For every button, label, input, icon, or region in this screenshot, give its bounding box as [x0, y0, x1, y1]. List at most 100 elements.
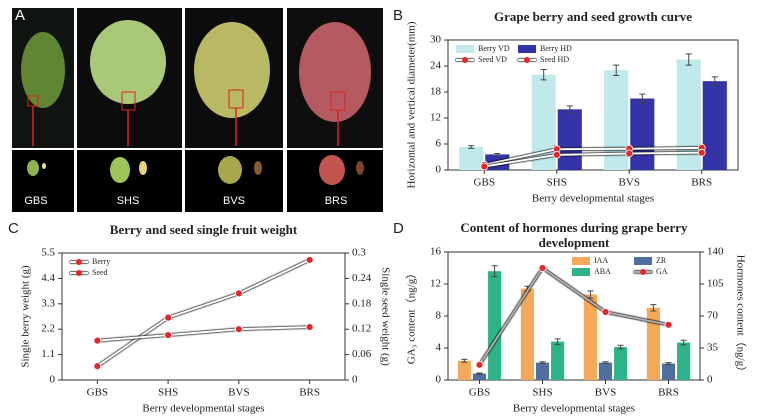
y-tick-label: 12 [430, 278, 441, 290]
line [484, 151, 702, 168]
error-bar [680, 339, 687, 346]
y-tick-label: 5.5 [41, 247, 55, 259]
point [664, 320, 673, 329]
y2-tick-label: 0.12 [352, 323, 371, 335]
point [164, 313, 173, 322]
stage-label: GBS [24, 195, 47, 207]
x-tick-label: BVS [619, 177, 640, 189]
chart-title: Berry and seed single fruit weight [110, 222, 298, 237]
x-tick-label: GBS [474, 177, 495, 189]
point [552, 150, 561, 159]
y-tick-label: 1.1 [41, 348, 55, 360]
grape-cluster [194, 22, 270, 118]
error-bar [491, 265, 498, 278]
legend-marker [640, 269, 646, 275]
error-bar [685, 53, 692, 66]
error-bar [461, 358, 468, 363]
y-tick-label: 0 [436, 164, 442, 176]
chart-title: Content of hormones during grape berry [460, 220, 688, 235]
stage-label: SHS [117, 195, 140, 207]
point [93, 362, 102, 371]
legend-label: GA [656, 267, 668, 276]
x-tick-label: BVS [228, 387, 249, 399]
bar [459, 147, 484, 170]
photo-panel: A GBS SHS BVS BRS [12, 7, 383, 212]
point [625, 149, 634, 158]
bar [677, 342, 691, 380]
photo-tile [77, 150, 182, 212]
photo-tile [12, 150, 74, 212]
bar [472, 373, 487, 380]
bar [535, 362, 550, 380]
grape-cluster [21, 32, 65, 108]
x-tick-label: SHS [547, 177, 567, 189]
panel-label: A [15, 7, 25, 24]
stage-label: BVS [223, 195, 245, 207]
bar [661, 363, 676, 380]
y-tick-label: 16 [430, 246, 442, 258]
y2-tick-label: 140 [707, 246, 724, 258]
seed [139, 161, 147, 175]
seed [356, 161, 364, 175]
error-bar [476, 372, 483, 375]
point [234, 289, 243, 298]
y2-tick-label: 0 [707, 374, 713, 386]
grape-cluster [90, 20, 166, 104]
y2-tick-label: 0.18 [352, 297, 372, 309]
x-tick-label: GBS [469, 387, 490, 399]
point [305, 256, 314, 264]
y2-tick-label: 0.06 [352, 348, 372, 360]
bar [676, 59, 701, 170]
y-tick-label: 0 [50, 374, 56, 386]
y-axis-label: Horizontal and vertical diameter(mm) [406, 21, 418, 188]
point [93, 336, 102, 345]
grape-cluster [299, 22, 371, 122]
line [484, 146, 702, 166]
y-tick-label: 3.3 [41, 297, 55, 309]
bar [630, 98, 655, 170]
point [305, 323, 314, 331]
berry [27, 160, 39, 176]
legend-label: Seed VD [478, 55, 507, 64]
legend-swatch [572, 257, 590, 265]
line [96, 259, 311, 367]
point [475, 360, 484, 369]
x-tick-label: BVS [595, 387, 616, 399]
y2-tick-label: 105 [707, 278, 724, 290]
x-tick-label: BRS [691, 177, 712, 189]
point [480, 162, 489, 171]
y-tick-label: 2.2 [41, 323, 55, 335]
plot-frame [61, 252, 346, 381]
chart-title: Grape berry and seed growth curve [494, 9, 692, 24]
point [601, 308, 610, 316]
seed [254, 161, 262, 175]
legend-label: Seed HD [540, 55, 569, 64]
y-tick-label: 12 [430, 112, 441, 124]
seed [42, 163, 46, 169]
error-bar [494, 153, 501, 156]
bar [457, 360, 471, 380]
y-axis-label: Single berry weight (g) [20, 265, 32, 368]
bar [557, 109, 582, 170]
x-tick-label: SHS [158, 387, 178, 399]
y-tick-label: 30 [430, 34, 442, 46]
legend-swatch [634, 257, 652, 265]
x-tick-label: GBS [87, 387, 108, 399]
y-tick-label: 0 [436, 374, 442, 386]
legend-label: Berry HD [540, 44, 572, 53]
error-bar [566, 105, 573, 114]
x-tick-label: BRS [658, 387, 679, 399]
chart-title: development [539, 235, 610, 250]
legend-swatch [518, 45, 536, 53]
error-bar [468, 145, 475, 149]
berry [110, 157, 130, 183]
x-tick-label: BRS [299, 387, 320, 399]
panel-label: B [393, 7, 403, 24]
x-axis-label: Berry developmental stages [532, 193, 654, 205]
y2-tick-label: 0.24 [352, 272, 372, 284]
y2-axis-label: Hormones content（ng/g） [734, 255, 747, 378]
legend-label: Seed [92, 268, 108, 277]
legend-label: IAA [594, 256, 608, 265]
x-axis-label: Berry developmental stages [142, 403, 264, 415]
berry [319, 155, 345, 185]
